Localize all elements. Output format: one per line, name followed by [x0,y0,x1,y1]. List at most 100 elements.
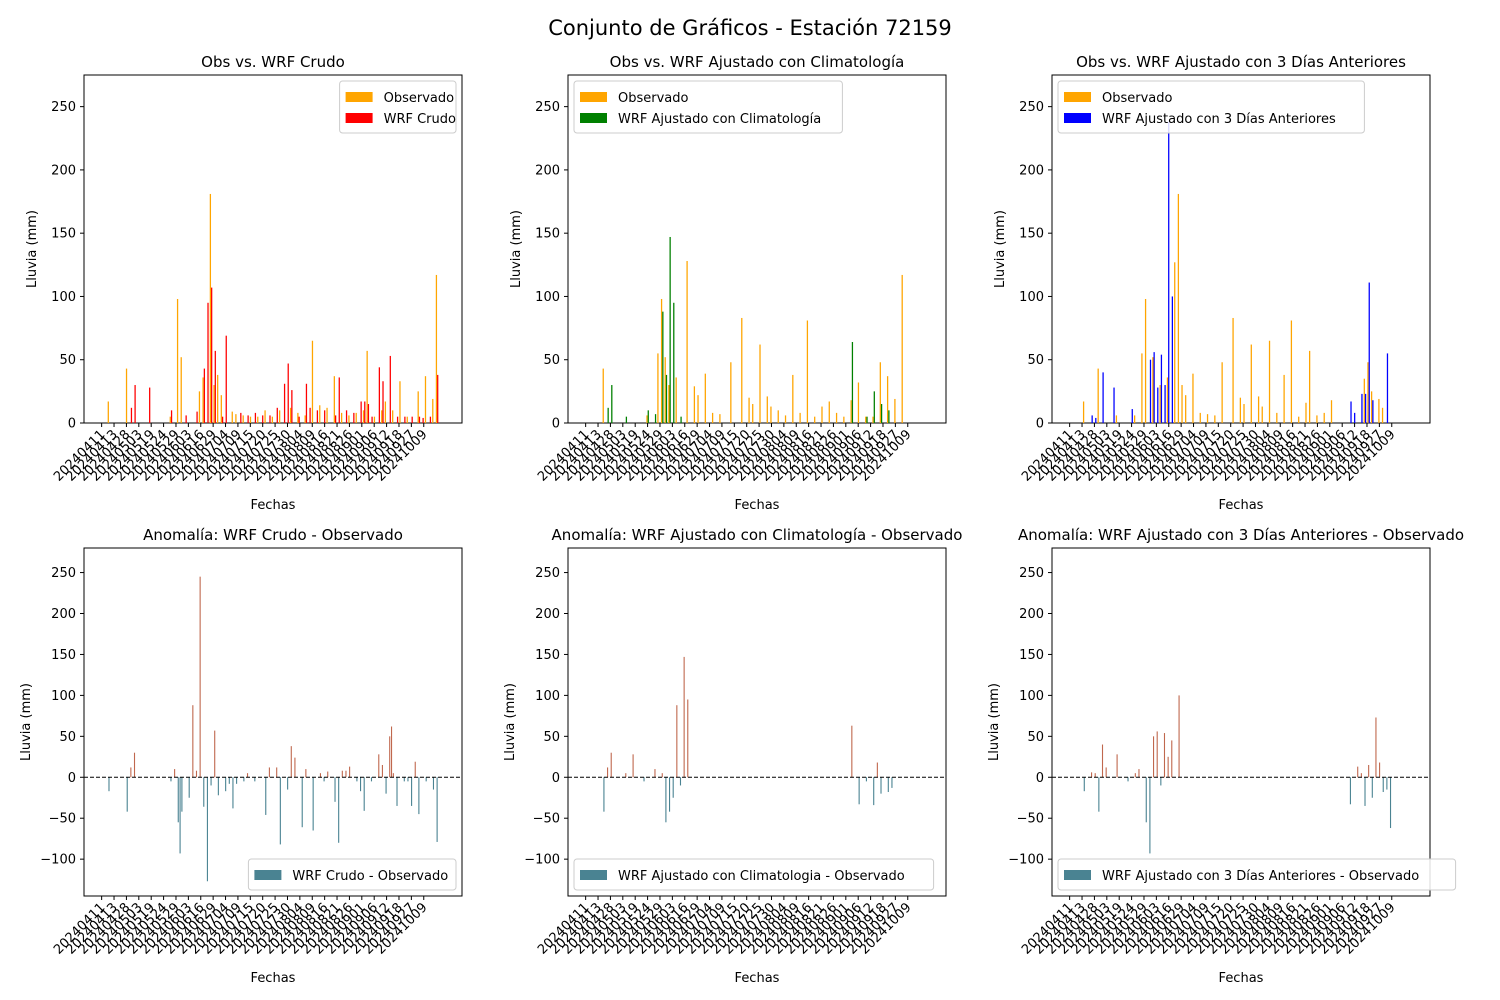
bar-wrf_3d [1361,393,1363,423]
anomaly-bar [130,767,132,778]
anomaly-bar [880,777,882,794]
bar-observed [730,362,732,423]
bar-observed [872,416,874,423]
bar-observed [1133,415,1136,423]
bar-observed [319,405,321,423]
anomaly-bar [294,757,296,778]
bar-observed [297,412,299,423]
bar-observed [1232,317,1234,423]
bar-observed [704,373,706,423]
anomaly-bar [891,777,893,788]
legend-entry-label: WRF Ajustado con Climatología [618,112,821,127]
y-tick-label: 150 [1019,227,1044,242]
anomaly-bar [174,769,176,778]
bar-observed [1192,373,1194,423]
bar-wrf_crudo [170,410,173,423]
anomaly-bar [396,777,398,806]
bar-wrf_3d [1102,372,1104,423]
y-tick-label: 0 [1036,417,1044,432]
anomaly-bar [1349,777,1351,805]
anomaly-bar [301,777,303,828]
bar-observed [1177,193,1180,423]
legend: WRF Ajustado con Climatologia - Observad… [573,858,935,891]
bar-wrf_clim [851,342,854,423]
bar-observed [748,397,750,423]
anomaly-bar [1178,695,1180,778]
anomaly-bar [305,769,307,778]
bar-observed [1159,385,1161,423]
anomaly-bar [679,777,682,786]
bar-observed [799,412,801,423]
anomaly-bar [414,761,416,778]
bar-observed [686,261,688,423]
anomaly-bar [632,754,634,778]
anomaly-bar [268,767,270,778]
anomaly-bar [338,777,340,843]
bar-wrf_3d [1372,400,1374,423]
bar-observed [180,357,182,423]
bar-observed [835,412,838,423]
legend-entry-label: Observado [384,91,455,106]
bar-wrf_3d [1131,409,1133,423]
anomaly-bar [1379,762,1381,778]
chart-panel-1: Obs vs. WRF Crudo 0 50 100 150 200 250 Lluvia (… [25,53,463,513]
anomaly-bar [873,777,875,806]
bar-observed [1330,400,1333,423]
y-tick-label: 150 [535,648,560,663]
bar-observed [1250,344,1252,423]
bar-observed [901,274,903,423]
anomaly-bar [425,777,427,782]
bar-observed [1214,415,1216,423]
anomaly-bar [436,777,438,842]
bar-wrf_crudo [276,407,278,423]
bar-observed [432,398,434,423]
anomaly-bar [1389,777,1392,829]
anomaly-bar [661,773,663,778]
y-tick-label: 250 [1019,566,1044,581]
anomaly-bar [1098,777,1100,812]
bar-wrf_crudo [316,410,319,423]
bar-wrf_crudo [389,355,391,423]
anomaly-bar [126,777,128,812]
bar-observed [107,401,109,423]
anomaly-bar [1160,777,1162,786]
anomaly-bar [607,767,609,778]
y-tick-label: 100 [1019,290,1044,305]
bar-wrf_crudo [214,350,216,423]
bar-observed [752,404,754,423]
figure-title: Conjunto de Gráficos - Estación 72159 [548,16,952,40]
bar-wrf_clim [669,236,671,423]
anomaly-bar [603,777,605,812]
bar-observed [792,374,794,423]
y-tick-label: 50 [59,730,76,745]
legend-swatch [254,870,282,880]
bar-observed [231,411,233,423]
bar-observed [1174,262,1176,423]
legend-swatch [580,870,607,880]
y-tick-label: −50 [1017,812,1044,827]
anomaly-bar [610,752,612,778]
bar-wrf_3d [1364,393,1367,423]
bar-wrf_3d [1368,282,1370,423]
anomaly-bar [363,777,365,811]
anomaly-bar [356,777,358,782]
bar-wrf_crudo [240,412,242,423]
anomaly-bar [188,777,190,798]
bar-wrf_clim [880,404,883,423]
anomaly-bar [133,752,136,778]
y-tick-label: 100 [535,290,560,305]
anomaly-bar [385,777,387,794]
legend-entry-label: Observado [618,91,689,106]
bar-wrf_crudo [411,416,413,423]
bar-observed [865,416,867,423]
legend-swatch [1064,92,1091,102]
legend: WRF Ajustado con 3 Días Anteriores - Obs… [1057,858,1457,891]
bar-observed [879,362,881,423]
bar-observed [249,416,252,423]
bar-observed [1316,415,1318,423]
bar-observed [646,415,648,423]
anomaly-bar [206,777,208,882]
legend-swatch [1064,113,1091,123]
plot-area-frame [83,547,463,897]
